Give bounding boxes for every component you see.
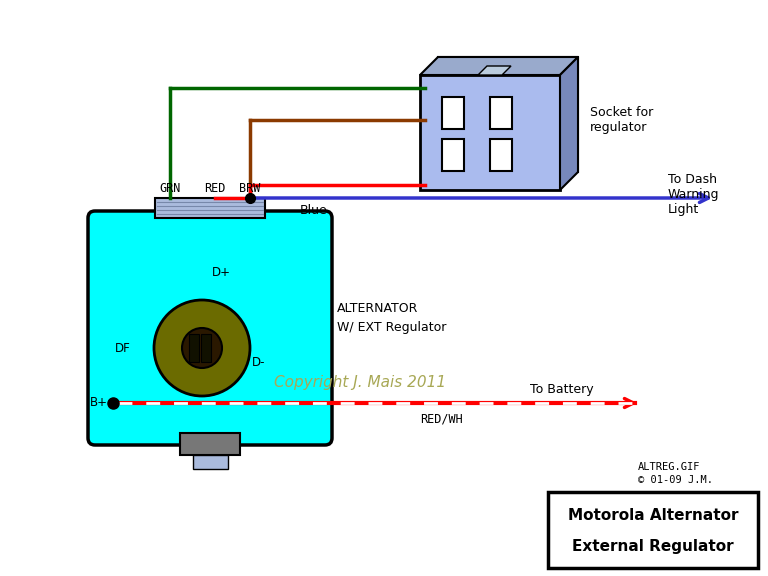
Text: D-: D-: [252, 357, 266, 369]
Polygon shape: [438, 57, 578, 172]
Bar: [548, 492, 758, 568]
Text: GRN: GRN: [159, 182, 180, 195]
Bar: [189, 334, 199, 362]
Text: Blue: Blue: [300, 203, 328, 217]
Bar: [180, 433, 240, 455]
Text: © 01-09 J.M.: © 01-09 J.M.: [638, 475, 713, 485]
Bar: [442, 97, 464, 129]
Circle shape: [182, 328, 222, 368]
Bar: [193, 455, 228, 469]
Circle shape: [154, 300, 250, 396]
Text: B+: B+: [90, 396, 108, 410]
Text: W/ EXT Regulator: W/ EXT Regulator: [337, 321, 446, 335]
Bar: [201, 334, 211, 362]
Polygon shape: [420, 75, 560, 190]
Text: BRW: BRW: [240, 182, 260, 195]
Bar: [155, 198, 265, 218]
Text: RED: RED: [204, 182, 226, 195]
Bar: [490, 97, 512, 129]
Polygon shape: [560, 57, 578, 190]
Text: Motorola Alternator: Motorola Alternator: [568, 509, 738, 524]
Text: ALTERNATOR: ALTERNATOR: [337, 301, 419, 314]
Text: DF: DF: [115, 342, 131, 354]
FancyBboxPatch shape: [88, 211, 332, 445]
Text: ALTREG.GIF: ALTREG.GIF: [638, 462, 700, 472]
Bar: [442, 139, 464, 171]
Text: To Dash
Warning
Light: To Dash Warning Light: [668, 173, 720, 216]
Text: Copyright J. Mais 2011: Copyright J. Mais 2011: [274, 376, 446, 391]
Polygon shape: [420, 57, 578, 75]
Text: Socket for
regulator: Socket for regulator: [590, 106, 654, 134]
Polygon shape: [478, 66, 511, 75]
Text: D+: D+: [212, 267, 231, 279]
Bar: [490, 139, 512, 171]
Text: External Regulator: External Regulator: [572, 539, 733, 554]
Text: RED/WH: RED/WH: [420, 412, 463, 426]
Text: To Battery: To Battery: [530, 382, 594, 396]
